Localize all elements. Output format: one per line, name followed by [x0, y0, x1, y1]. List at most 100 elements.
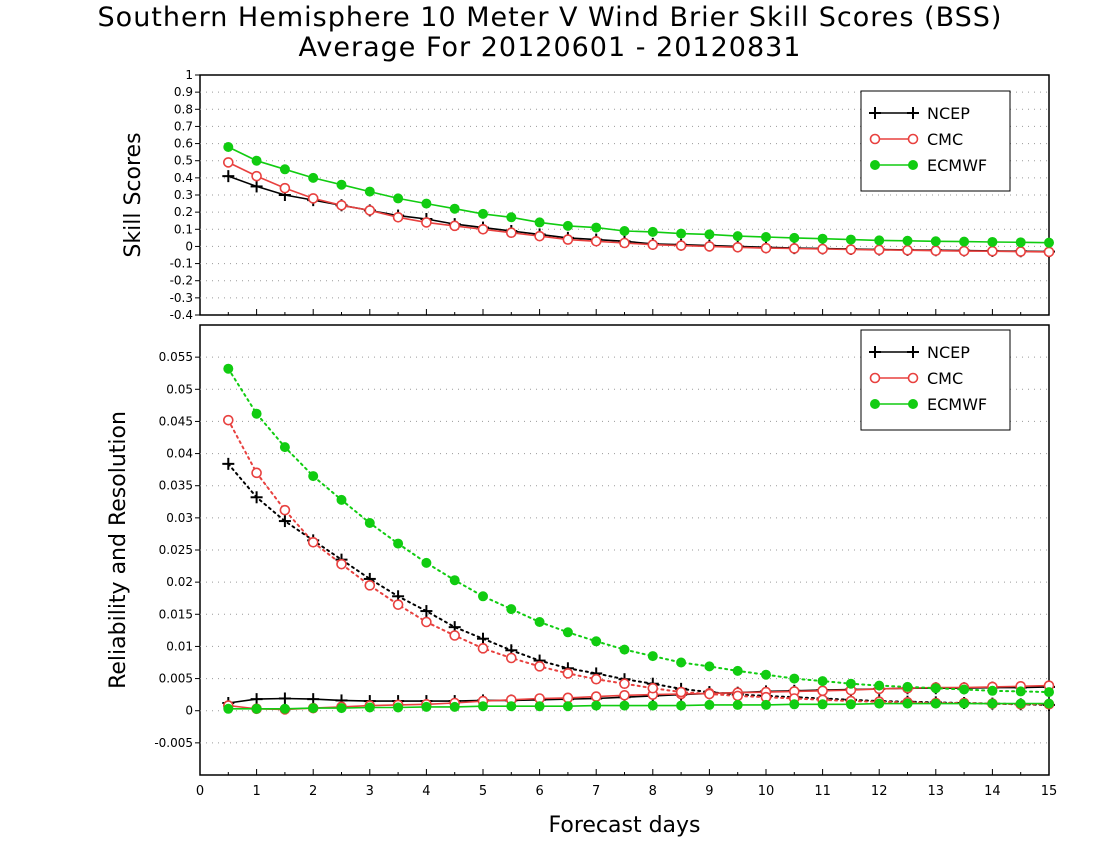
reliability-resolution-panel: -0.005 0 0.005 0.01 0.015 0.02 0.025 0.03 0.035 0… [106, 324, 1058, 838]
data-point [959, 684, 970, 695]
data-point [336, 179, 347, 190]
legend-marker [908, 399, 918, 409]
data-point [930, 698, 941, 709]
data-point [1015, 686, 1026, 697]
data-point [902, 244, 913, 256]
y-tick-label: 0.8 [174, 102, 193, 116]
data-point [647, 239, 659, 251]
data-point [1044, 687, 1054, 698]
y-tick-label: 0.9 [174, 85, 193, 99]
data-point [279, 442, 290, 453]
data-point [393, 538, 404, 549]
data-point [336, 199, 347, 211]
data-point [449, 203, 460, 214]
data-point [279, 703, 290, 714]
x-tick-label: 6 [535, 784, 543, 799]
data-point [959, 698, 970, 709]
data-point [619, 226, 630, 236]
data-point [873, 244, 885, 256]
y-tick-label: 0.3 [174, 188, 193, 202]
data-point [421, 198, 432, 209]
data-point [704, 241, 715, 252]
data-point [223, 703, 234, 714]
data-point [1015, 246, 1027, 257]
data-point [619, 237, 630, 249]
data-point [505, 227, 517, 239]
y-tick-label: 0.7 [174, 119, 193, 133]
y-tick-label: 0 [185, 239, 193, 253]
data-point [930, 245, 942, 257]
x-tick-label: 2 [309, 784, 317, 799]
data-point [647, 651, 658, 662]
data-point [874, 235, 885, 246]
data-point [506, 604, 517, 615]
data-point [789, 699, 800, 710]
data-point [704, 688, 715, 700]
x-tick-label: 1 [252, 784, 260, 799]
data-point [478, 701, 488, 712]
y-tick-label: 0.01 [166, 639, 193, 653]
x-axis-label: Forecast days [548, 813, 700, 838]
data-point [364, 518, 375, 528]
data-point [477, 223, 489, 235]
y-tick-label: 0.04 [166, 447, 193, 461]
data-point [392, 211, 404, 223]
y-tick-label: 1 [185, 68, 193, 82]
data-point [902, 681, 913, 692]
skill-score-panel: -0.4 -0.3 -0.2 -0.1 0 0.1 0.2 0.3 0.4 0.5 0.6 0.7 0.… [121, 68, 1055, 322]
data-point [789, 232, 800, 243]
data-point [987, 236, 998, 247]
data-point [562, 234, 574, 245]
data-point [845, 234, 856, 245]
y-tick-label: 0.02 [166, 575, 193, 589]
data-point [930, 683, 941, 694]
y-tick-label: 0.055 [159, 350, 193, 364]
data-point [336, 703, 347, 714]
data-point [506, 701, 517, 712]
legend-label: NCEP [927, 104, 970, 123]
series-line [227, 462, 1050, 706]
y-tick-label: 0 [185, 704, 193, 718]
data-point [449, 220, 461, 232]
data-point [562, 627, 573, 638]
data-point [619, 700, 630, 711]
data-point [987, 245, 998, 257]
legend-label: ECMWF [927, 156, 987, 175]
data-point [336, 494, 347, 505]
data-point [251, 170, 262, 182]
data-point [760, 242, 772, 254]
data-point [364, 580, 376, 591]
data-point [222, 170, 235, 183]
data-point [279, 504, 291, 516]
data-point [250, 693, 263, 706]
data-point [534, 617, 545, 627]
y-tick-label: -0.005 [154, 736, 193, 750]
data-point [817, 699, 828, 710]
x-tick-label: 15 [1041, 784, 1058, 799]
x-tick-label: 7 [592, 784, 600, 799]
data-point [788, 243, 800, 254]
data-point [505, 652, 517, 664]
legend-label: CMC [927, 369, 963, 388]
data-point [393, 193, 404, 204]
data-point [591, 222, 602, 233]
series-ncep-resolution [222, 457, 1055, 711]
y-tick-label: 0.6 [174, 137, 193, 151]
data-point [420, 605, 433, 618]
data-point [845, 699, 856, 710]
data-point [676, 700, 687, 711]
legend-label: NCEP [927, 343, 970, 362]
data-point [732, 665, 743, 676]
data-point [279, 182, 291, 194]
data-point [647, 682, 659, 694]
data-point [392, 599, 404, 610]
x-tick-label: 13 [928, 784, 945, 799]
data-point [704, 229, 715, 240]
y-tick-label: -0.4 [170, 308, 193, 322]
data-point [1015, 698, 1026, 709]
data-point [619, 678, 630, 690]
data-point [251, 467, 262, 479]
data-point [761, 669, 771, 680]
series-line [227, 419, 1050, 706]
